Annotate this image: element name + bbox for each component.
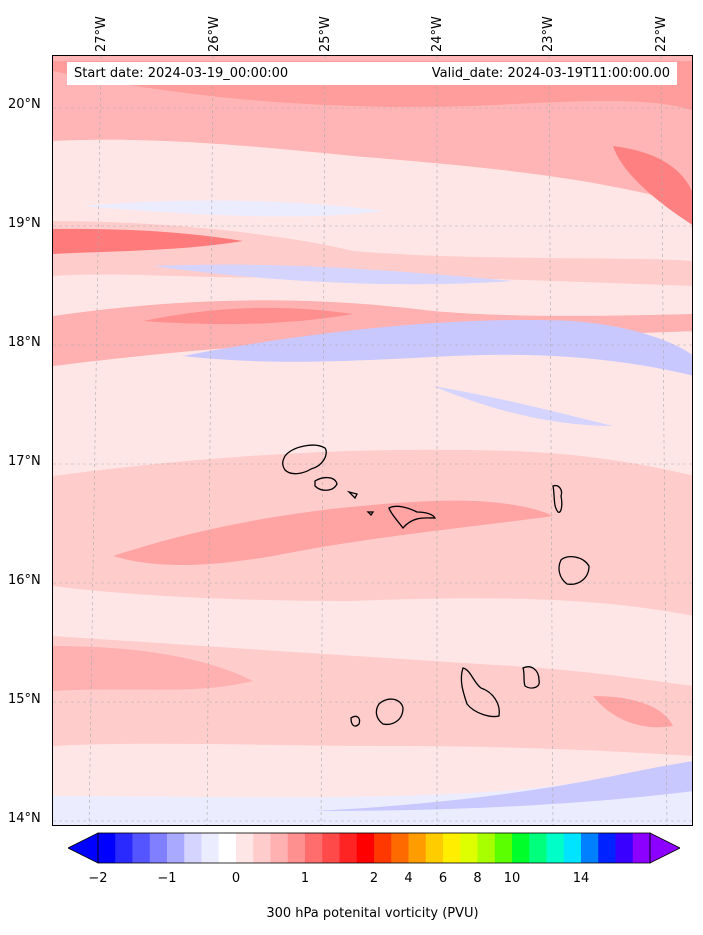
colorbar-segment <box>374 833 392 863</box>
colorbar-segment <box>494 833 513 863</box>
colorbar-segment <box>115 833 133 863</box>
lon-label-26w: 26°W <box>207 16 222 52</box>
island-raso <box>366 511 375 517</box>
colorbar-segment <box>563 833 582 863</box>
island-boa-vista <box>558 555 590 585</box>
pv-band-blue-14n-inner <box>313 761 692 811</box>
pv-band-blue-18n <box>183 320 692 376</box>
colorbar-segment <box>460 833 478 863</box>
colorbar-segment <box>149 833 168 863</box>
lat-label-20n: 20°N <box>8 97 41 112</box>
colorbar-segment <box>287 833 306 863</box>
colorbar-extend-min <box>68 832 99 864</box>
island-maio <box>522 666 540 689</box>
colorbar-tick-label: −1 <box>157 871 177 886</box>
lon-label-25w: 25°W <box>318 16 333 52</box>
colorbar-segment <box>477 833 496 863</box>
colorbar-segment <box>512 833 530 863</box>
colorbar-tick-label: −2 <box>88 871 108 886</box>
lon-label-27w: 27°W <box>94 16 109 52</box>
colorbar-tick-label: 2 <box>369 871 379 886</box>
lat-label-19n: 19°N <box>8 216 41 231</box>
lat-label-18n: 18°N <box>8 335 41 350</box>
colorbar-segment <box>443 833 461 863</box>
colorbar-segment <box>98 833 116 863</box>
island-fogo <box>375 698 404 726</box>
island-brava <box>350 715 361 727</box>
colorbar-segment <box>408 833 427 863</box>
island-sao-nicolau <box>388 505 437 530</box>
colorbar-segment <box>218 833 237 863</box>
start-date-text: Start date: 2024-03-19_00:00:00 <box>74 66 289 81</box>
lon-label-24w: 24°W <box>430 16 445 52</box>
graticule <box>53 56 692 825</box>
colorbar-segment <box>184 833 202 863</box>
date-info-box: Start date: 2024-03-19_00:00:00 Valid_da… <box>67 62 677 85</box>
colorbar-segment <box>581 833 599 863</box>
island-santiago <box>460 667 500 718</box>
pv-max-15n <box>53 646 253 691</box>
island-sao-vicente <box>314 476 338 491</box>
lat-label-15n: 15°N <box>8 692 41 707</box>
colorbar-label: 300 hPa potenital vorticity (PVU) <box>266 906 479 921</box>
pv-band-pale-16n <box>53 596 692 656</box>
colorbar-segment <box>356 833 375 863</box>
colorbar-segment <box>132 833 151 863</box>
colorbar-segment <box>270 833 289 863</box>
colorbar-segment <box>305 833 323 863</box>
lon-label-23w: 23°W <box>541 16 556 52</box>
valid-date-text: Valid_date: 2024-03-19T11:00:00.00 <box>431 66 670 81</box>
colorbar-segment <box>546 833 565 863</box>
colorbar-segment <box>632 833 651 863</box>
map-plot-area[interactable] <box>52 55 693 826</box>
colorbar-segment <box>615 833 634 863</box>
pv-band-blue-1 <box>83 200 383 217</box>
lat-label-17n: 17°N <box>8 454 41 469</box>
colorbar-tick-label: 4 <box>404 871 413 886</box>
pv-max-148n <box>593 696 673 728</box>
pv-contour-map <box>53 56 692 825</box>
colorbar-segment <box>236 833 254 863</box>
colorbar-tick-label: 1 <box>300 871 310 886</box>
colorbar-tick-label: 6 <box>438 871 448 886</box>
pv-band-blue-185n <box>153 264 513 285</box>
colorbar-segment <box>201 833 220 863</box>
colorbar-tick-label: 10 <box>503 871 521 886</box>
lat-label-14n: 14°N <box>8 811 41 826</box>
colorbar <box>68 832 680 864</box>
coastlines <box>282 444 590 727</box>
colorbar-segment <box>339 833 358 863</box>
colorbar-segment <box>529 833 547 863</box>
island-santo-antao <box>282 444 327 475</box>
colorbar-outline <box>97 832 651 864</box>
lon-label-22w: 22°W <box>654 16 669 52</box>
pv-max-165n <box>113 500 553 565</box>
colorbar-segment <box>253 833 271 863</box>
island-sal <box>552 484 563 513</box>
colorbar-extend-max <box>649 832 680 864</box>
pv-max-182n <box>143 307 353 325</box>
lat-label-16n: 16°N <box>8 573 41 588</box>
colorbar-tick-label: 8 <box>473 871 482 886</box>
pv-max-northeast <box>613 146 692 225</box>
colorbar-segment <box>167 833 185 863</box>
colorbar-segment <box>391 833 409 863</box>
pv-band-blue-17n <box>433 386 613 426</box>
colorbar-tick-label: 14 <box>572 871 590 886</box>
pv-band-blue-14n <box>53 761 692 825</box>
colorbar-segment <box>322 833 340 863</box>
colorbar-segment <box>425 833 444 863</box>
island-santa-luzia <box>346 490 358 500</box>
colorbar-tick-label: 0 <box>231 871 241 886</box>
pv-band-pale-1 <box>53 141 692 246</box>
pv-max-19n <box>53 228 243 254</box>
colorbar-segment <box>598 833 616 863</box>
